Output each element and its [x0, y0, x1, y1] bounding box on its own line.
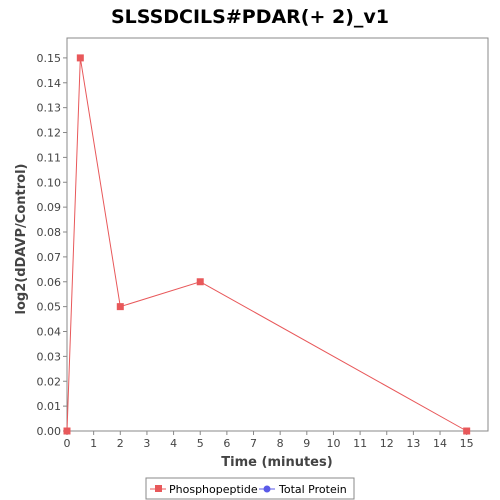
y-axis-ticks: 0.00 0.01 0.02 0.03 0.04 0.05 0.06 0.07 0.08 0.09… — [37, 52, 67, 438]
x-axis-label: Time (minutes) — [221, 455, 332, 470]
plot-area — [66, 37, 489, 432]
y-tick-label: 0.02 — [37, 375, 62, 388]
data-point — [463, 427, 471, 435]
legend-marker-total-protein — [263, 485, 271, 493]
x-tick-label: 3 — [143, 437, 150, 450]
y-axis-label: log2(dDAVP/Control) — [14, 164, 29, 315]
x-tick-label: 6 — [223, 437, 230, 450]
x-tick-label: 4 — [170, 437, 177, 450]
y-tick-label: 0.09 — [37, 201, 62, 214]
legend-label-total-protein: Total Protein — [278, 483, 347, 496]
legend-label-phosphopeptide: Phosphopeptide — [169, 483, 258, 496]
y-tick-label: 0.07 — [37, 251, 62, 264]
y-tick-label: 0.14 — [37, 77, 62, 90]
y-tick-label: 0.11 — [37, 151, 62, 164]
y-tick-label: 0.03 — [37, 350, 62, 363]
y-tick-label: 0.00 — [37, 425, 62, 438]
y-tick-label: 0.01 — [37, 400, 62, 413]
y-tick-label: 0.15 — [37, 52, 62, 65]
y-tick-label: 0.12 — [37, 127, 62, 140]
x-tick-label: 14 — [433, 437, 447, 450]
x-tick-label: 12 — [380, 437, 394, 450]
x-tick-label: 10 — [326, 437, 340, 450]
y-tick-label: 0.13 — [37, 102, 62, 115]
x-tick-label: 5 — [197, 437, 204, 450]
data-point — [63, 427, 71, 435]
x-tick-label: 9 — [303, 437, 310, 450]
data-point — [196, 278, 204, 286]
plot-frame — [66, 37, 489, 432]
y-tick-label: 0.04 — [37, 326, 62, 339]
y-tick-label: 0.05 — [37, 301, 62, 314]
y-tick-label: 0.06 — [37, 276, 62, 289]
data-point — [116, 303, 124, 311]
data-point — [76, 54, 84, 62]
x-tick-label: 2 — [117, 437, 124, 450]
y-tick-label: 0.10 — [37, 176, 62, 189]
x-tick-label: 13 — [406, 437, 420, 450]
x-tick-label: 1 — [90, 437, 97, 450]
series-layer — [63, 54, 471, 435]
x-tick-label: 15 — [460, 437, 474, 450]
x-tick-label: 0 — [64, 437, 71, 450]
legend-marker-phosphopeptide — [155, 485, 162, 492]
legend: Phosphopeptide Total Protein — [145, 477, 355, 500]
chart-title: SLSSDCILS#PDAR(+ 2)_v1 — [111, 6, 389, 28]
x-tick-label: 8 — [277, 437, 284, 450]
y-tick-label: 0.08 — [37, 226, 62, 239]
legend-box — [145, 477, 355, 500]
x-tick-label: 11 — [353, 437, 367, 450]
x-tick-label: 7 — [250, 437, 257, 450]
x-axis-ticks: 0 1 2 3 4 5 6 7 8 9 10 11 12 13 14 15 — [64, 431, 474, 450]
